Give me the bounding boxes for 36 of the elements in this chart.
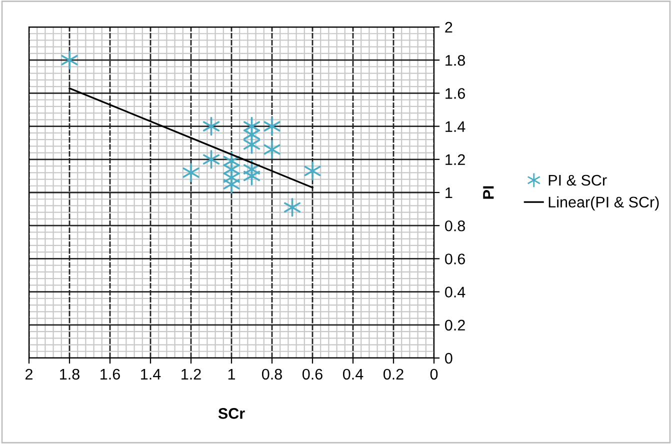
- y-tick-label: 0.4: [445, 286, 466, 298]
- y-tick-label: 2: [445, 22, 452, 33]
- x-tick-label: 0.6: [302, 368, 322, 380]
- x-axis-title: SCr: [218, 408, 245, 419]
- point: [182, 163, 200, 182]
- legend-label: Linear(PI & SCr): [548, 196, 659, 211]
- y-tick-label: 1.6: [446, 88, 465, 99]
- y-axis-title: PI: [483, 186, 494, 199]
- x-tick-label: 1.8: [60, 368, 80, 380]
- x-tick-label: 0: [430, 368, 438, 380]
- point: [202, 150, 220, 169]
- x-tick-label: 1.2: [182, 368, 201, 380]
- y-tick-label: 0: [445, 352, 452, 364]
- point: [304, 162, 321, 180]
- point: [202, 116, 220, 136]
- y-tick-label: 1.2: [446, 154, 465, 165]
- legend-label: PI & SCr: [548, 174, 607, 186]
- x-tick-label: 0.8: [262, 368, 282, 380]
- y-tick-label: 1.8: [446, 54, 465, 66]
- point: [264, 116, 280, 136]
- point: [284, 198, 301, 217]
- y-tick-label: 1.4: [446, 121, 466, 132]
- x-tick-label: 2: [26, 368, 32, 380]
- y-tick-label: 0.8: [445, 220, 465, 232]
- x-tick-label: 0.4: [342, 368, 364, 380]
- point: [61, 50, 78, 70]
- x-tick-label: 1: [228, 368, 236, 380]
- x-tick-label: 1.4: [141, 368, 161, 380]
- point: [243, 135, 260, 154]
- point: [264, 140, 280, 159]
- y-tick-label: 1: [446, 188, 452, 198]
- x-tick-label: 1.6: [100, 368, 120, 380]
- y-tick-label: 0.6: [445, 254, 465, 264]
- point: [243, 166, 260, 186]
- y-tick-label: 0.2: [445, 320, 465, 331]
- x-tick-label: 0.2: [383, 368, 404, 380]
